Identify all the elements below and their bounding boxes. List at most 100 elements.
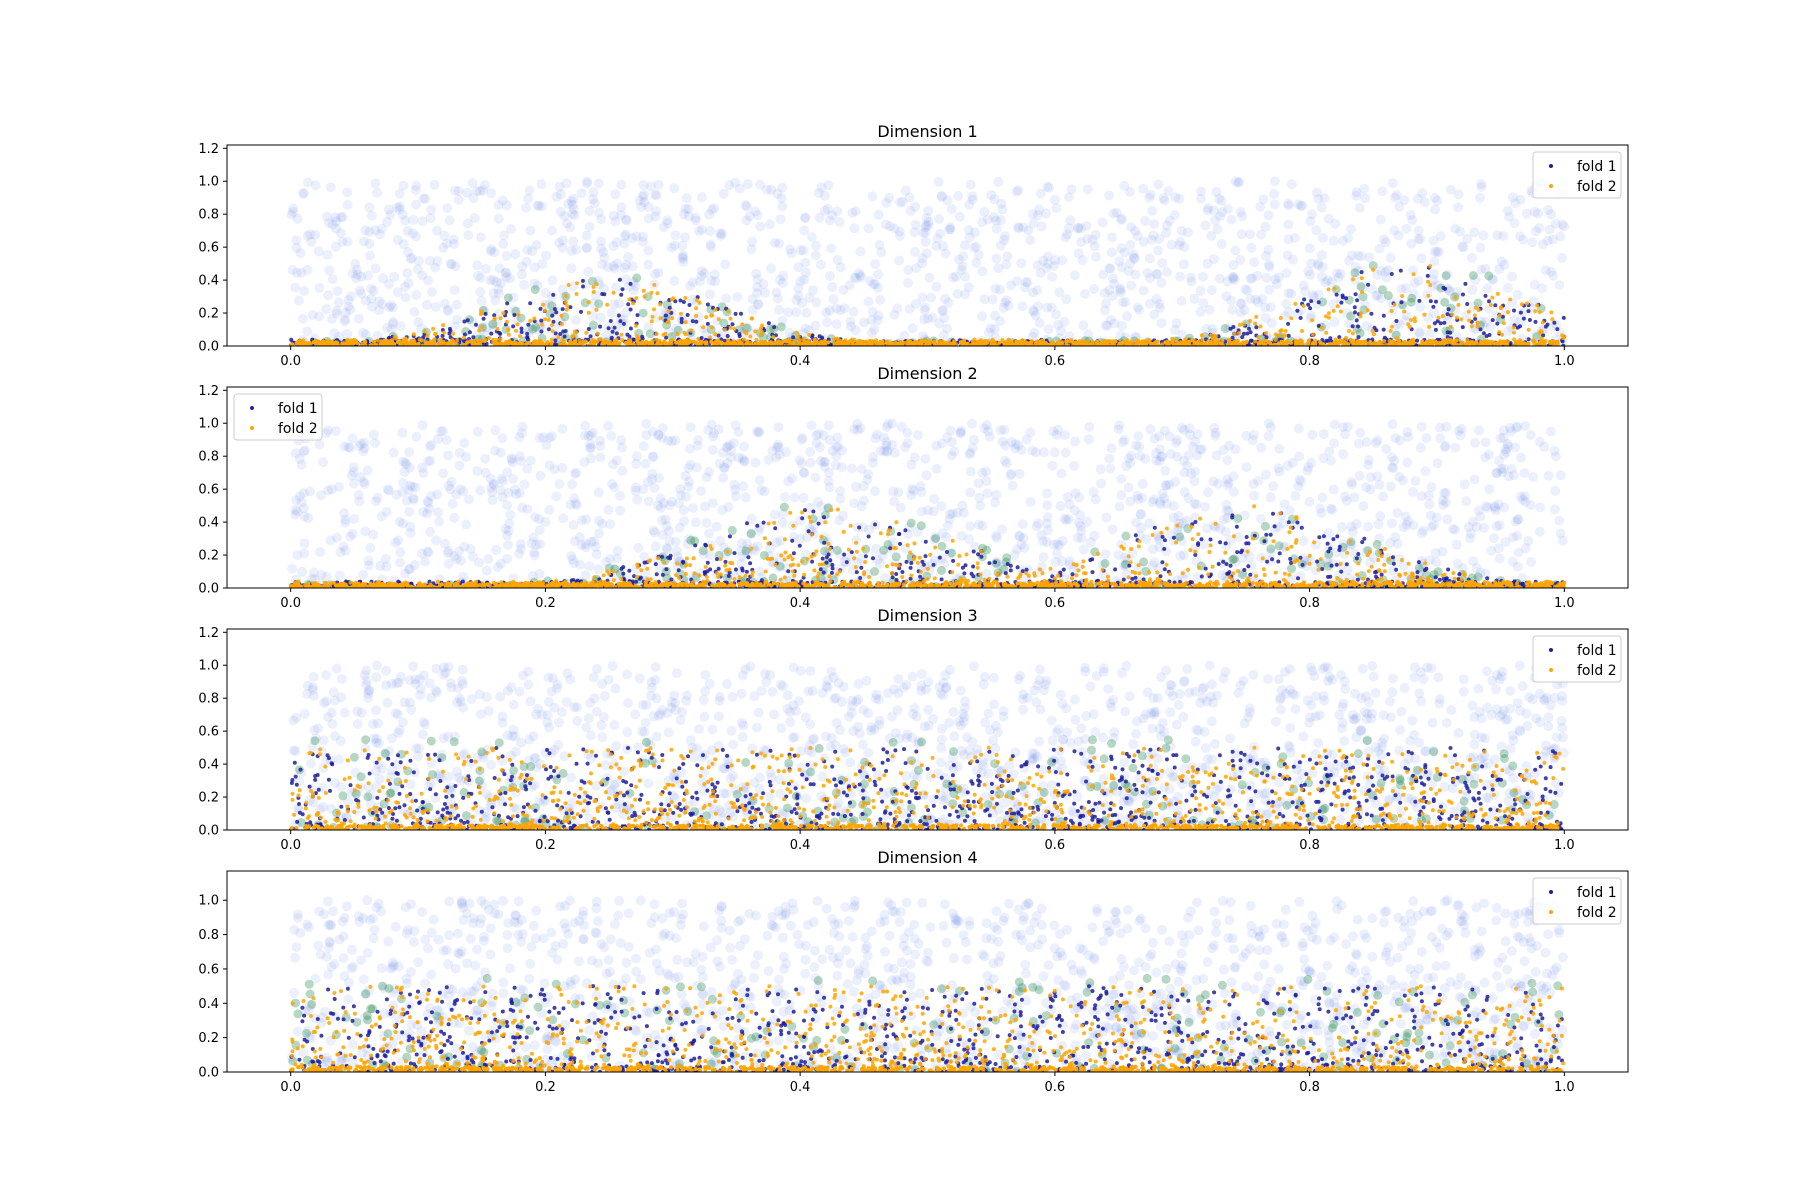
series-point-fold-2: [1215, 342, 1219, 346]
series-point-fold-1: [563, 335, 567, 339]
series-point-fold-2: [667, 342, 671, 346]
background-point: [806, 458, 816, 468]
series-point-fold-1: [1439, 321, 1443, 325]
background-point: [929, 494, 939, 504]
series-point-fold-1: [1461, 325, 1465, 329]
background-point: [1217, 239, 1227, 249]
series-point-fold-2: [1289, 316, 1293, 320]
background-point: [790, 493, 800, 503]
background-point: [603, 262, 613, 272]
series-point-fold-2: [748, 335, 752, 339]
series-point-fold-2: [540, 323, 544, 327]
series-point-fold-2: [1327, 311, 1331, 315]
background-point: [1032, 285, 1042, 295]
series-point-fold-1: [1534, 320, 1538, 324]
background-point: [486, 244, 496, 254]
background-point: [496, 448, 506, 458]
series-point-fold-2: [1476, 321, 1480, 325]
background-point: [669, 183, 679, 193]
background-point: [522, 245, 532, 255]
series-point-fold-2: [532, 317, 536, 321]
series-point-fold-2: [1469, 341, 1473, 345]
series-point-fold-2: [694, 306, 698, 310]
background-point: [1237, 211, 1247, 221]
overlap-point: [639, 309, 648, 318]
background-point: [1343, 233, 1353, 243]
background-point: [1208, 324, 1218, 334]
series-point-fold-1: [1527, 337, 1531, 341]
series-point-fold-2: [1555, 340, 1559, 344]
background-point: [654, 180, 664, 190]
background-point: [989, 194, 999, 204]
subplot-dimension-1: 0.0 0.2 0.4 0.6 0.8 1.00.00.20.40.60.81.01.2D…: [198, 122, 1628, 369]
background-point: [1189, 294, 1199, 304]
series-point-fold-2: [491, 338, 495, 342]
background-point: [750, 206, 760, 216]
overlap-point: [594, 299, 603, 308]
background-point: [1375, 244, 1385, 254]
series-point-fold-2: [584, 331, 588, 335]
series-point-fold-2: [1274, 332, 1278, 336]
series-point-fold-2: [1506, 310, 1510, 314]
background-point: [346, 291, 356, 301]
series-point-fold-2: [599, 337, 603, 341]
background-point: [678, 241, 688, 251]
background-point: [1033, 518, 1043, 528]
background-point: [1028, 305, 1038, 315]
background-point: [401, 293, 411, 303]
series-point-fold-1: [581, 285, 585, 289]
series-point-fold-2: [1166, 340, 1170, 344]
background-point: [988, 295, 998, 305]
series-point-fold-2: [784, 339, 788, 343]
x-tick-label: 0.6: [1045, 354, 1066, 369]
background-point: [411, 290, 421, 300]
series-point-fold-2: [997, 341, 1001, 345]
background-point: [892, 304, 902, 314]
background-point: [1152, 270, 1162, 280]
series-point-fold-2: [483, 339, 487, 343]
background-point: [1516, 453, 1526, 463]
series-point-fold-1: [1431, 305, 1435, 309]
background-point: [1535, 527, 1545, 537]
background-point: [449, 513, 459, 523]
series-point-fold-2: [1311, 333, 1315, 337]
background-point: [326, 535, 336, 545]
background-point: [1283, 250, 1293, 260]
series-point-fold-1: [1434, 328, 1438, 332]
series-point-fold-1: [553, 338, 557, 342]
background-point: [799, 226, 809, 236]
background-point: [998, 205, 1008, 215]
series-point-fold-2: [652, 283, 656, 287]
series-point-fold-1: [694, 320, 698, 324]
background-point: [1317, 203, 1327, 213]
background-point: [1305, 243, 1315, 253]
series-point-fold-1: [1317, 300, 1321, 304]
background-point: [454, 195, 464, 205]
background-point: [418, 420, 428, 430]
series-point-fold-1: [622, 322, 626, 326]
series-point-fold-2: [515, 322, 519, 326]
background-point: [1018, 519, 1028, 529]
background-point: [766, 263, 776, 273]
series-point-fold-1: [587, 327, 591, 331]
series-point-fold-1: [525, 332, 529, 336]
background-point: [321, 304, 331, 314]
background-point: [1049, 261, 1059, 271]
series-point-fold-2: [681, 339, 685, 343]
series-point-fold-2: [556, 336, 560, 340]
series-point-fold-2: [451, 332, 455, 336]
series-point-fold-1: [1360, 270, 1364, 274]
background-point: [1507, 272, 1517, 282]
background-point: [580, 421, 590, 431]
background-point: [648, 452, 658, 462]
background-point: [326, 182, 336, 192]
background-point: [643, 260, 653, 270]
series-point-fold-1: [1344, 296, 1348, 300]
background-point: [557, 424, 567, 434]
series-point-fold-2: [1253, 322, 1257, 326]
background-point: [822, 317, 832, 327]
series-point-fold-1: [791, 335, 795, 339]
background-point: [1410, 278, 1420, 288]
background-point: [431, 302, 441, 312]
background-point: [1442, 514, 1452, 524]
